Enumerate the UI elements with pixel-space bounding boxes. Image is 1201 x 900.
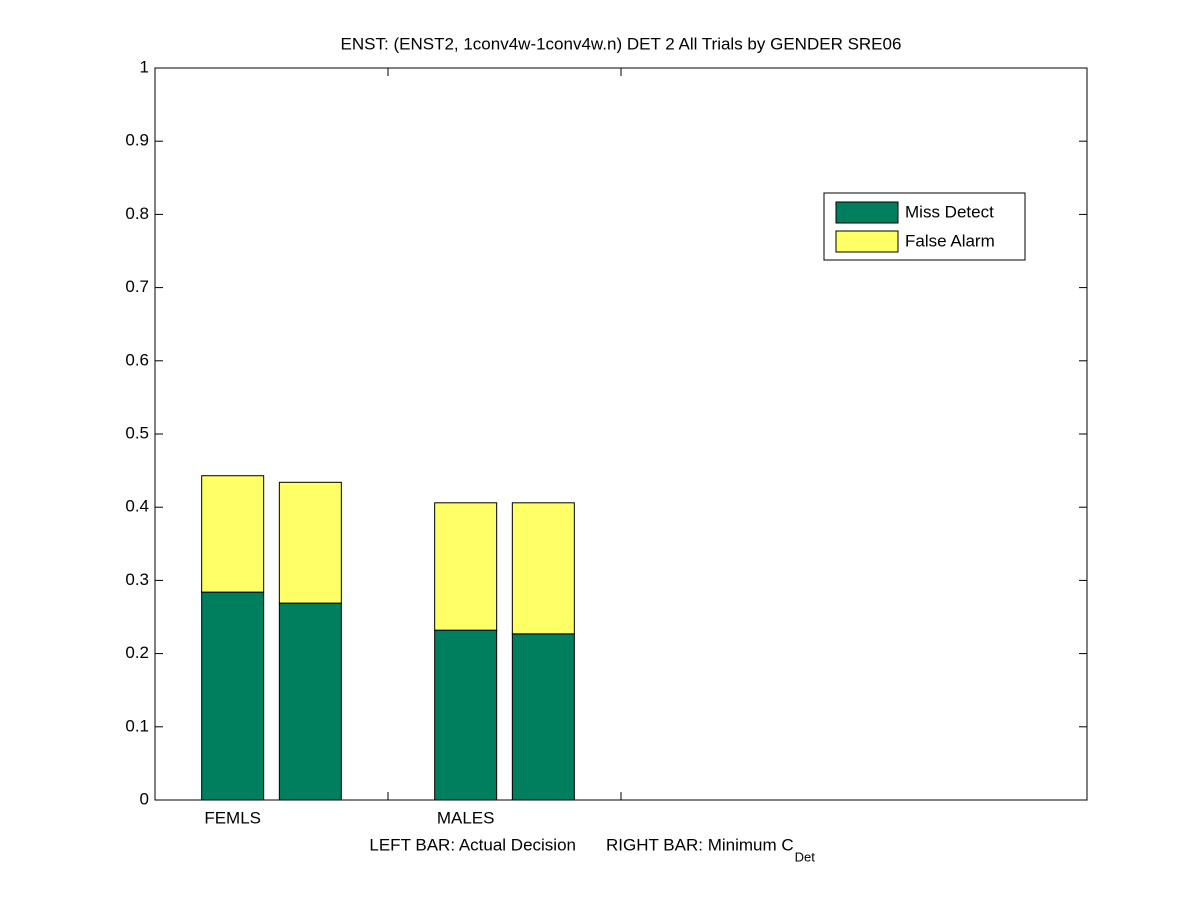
legend-label: False Alarm bbox=[905, 231, 995, 250]
y-tick-label: 0.1 bbox=[125, 716, 149, 735]
y-tick-label: 0.5 bbox=[125, 423, 149, 442]
bar-segment bbox=[278, 602, 342, 801]
bar-segment bbox=[511, 633, 575, 801]
x-tick-label: FEMLS bbox=[204, 808, 261, 827]
bar-segment bbox=[278, 481, 342, 604]
y-tick-label: 0.8 bbox=[125, 204, 149, 223]
bar-segment bbox=[434, 629, 498, 801]
legend-swatch bbox=[835, 230, 899, 253]
y-tick-label: 0.4 bbox=[125, 497, 149, 516]
x-axis-label-subscript: Det bbox=[795, 849, 816, 864]
bar-segment bbox=[201, 591, 265, 801]
bar-segment bbox=[201, 475, 265, 593]
y-tick-label: 1 bbox=[140, 57, 149, 76]
x-axis-label: LEFT BAR: Actual Decision bbox=[369, 835, 576, 854]
legend-swatch bbox=[835, 201, 899, 224]
bar-segment bbox=[511, 502, 575, 635]
x-axis-label: RIGHT BAR: Minimum C bbox=[606, 835, 794, 854]
y-tick-label: 0 bbox=[140, 789, 149, 808]
y-tick-label: 0.2 bbox=[125, 643, 149, 662]
bar-segment bbox=[434, 502, 498, 631]
legend-label: Miss Detect bbox=[905, 202, 994, 221]
x-tick-label: MALES bbox=[437, 808, 495, 827]
chart-title: ENST: (ENST2, 1conv4w-1conv4w.n) DET 2 A… bbox=[341, 34, 902, 53]
y-tick-label: 0.6 bbox=[125, 350, 149, 369]
y-tick-label: 0.3 bbox=[125, 570, 149, 589]
y-tick-label: 0.9 bbox=[125, 131, 149, 150]
y-tick-label: 0.7 bbox=[125, 277, 149, 296]
